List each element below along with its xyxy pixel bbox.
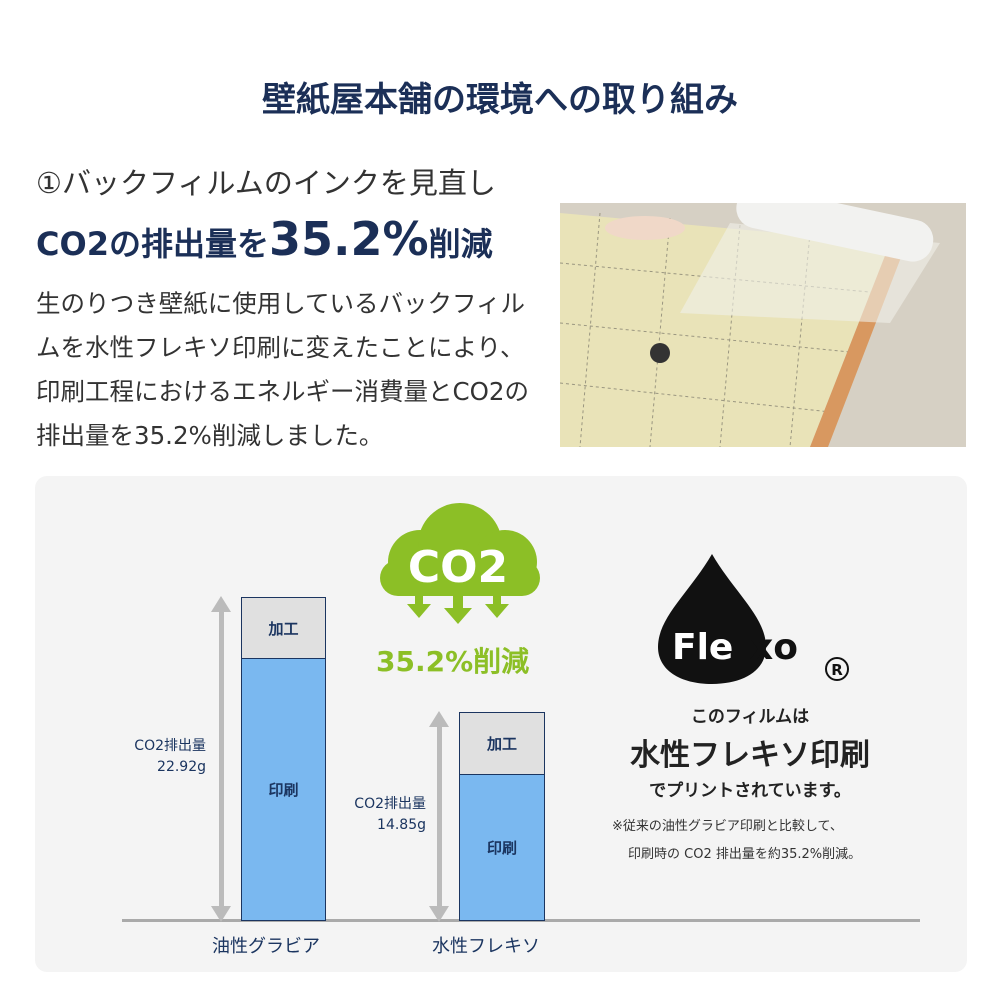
category-gravure: 油性グラビア xyxy=(212,936,320,957)
cloud-text: CO2 xyxy=(408,542,508,593)
footnote-1: ※従来の油性グラビア印刷と比較して、 xyxy=(612,819,843,834)
subheading-value: 35.2% xyxy=(268,212,429,266)
total-label-gravure: CO2排出量 22.92g xyxy=(100,736,206,778)
film-line2: 水性フレキソ印刷 xyxy=(630,738,870,773)
segment-processing: 加工 xyxy=(460,713,544,775)
logo-text: Fle xyxy=(672,627,733,668)
total-label-title: CO2排出量 xyxy=(134,738,206,754)
total-value: 14.85g xyxy=(377,817,426,833)
total-label-title: CO2排出量 xyxy=(354,796,426,812)
registered-mark: R xyxy=(831,661,843,679)
film-line3: でプリントされています。 xyxy=(649,781,851,801)
logo-text-tail: xo xyxy=(750,627,798,668)
subheading-suffix: 削減 xyxy=(428,225,493,263)
bar-gravure: 加工 印刷 xyxy=(241,597,326,921)
photo-illustration xyxy=(560,203,966,447)
category-flexo: 水性フレキソ xyxy=(432,936,540,957)
total-value: 22.92g xyxy=(157,759,206,775)
segment-processing: 加工 xyxy=(242,598,325,659)
flexo-drop-logo: Fle xo R xyxy=(658,554,849,684)
page-title: 壁紙屋本舗の環境への取り組み xyxy=(262,80,738,120)
section-paragraph: 生のりつき壁紙に使用しているバックフィルムを水性フレキソ印刷に変えたことにより、… xyxy=(36,289,529,450)
section-subheading: CO2の排出量を35.2%削減 xyxy=(36,212,493,266)
segment-printing: 印刷 xyxy=(460,775,544,920)
subheading-prefix: CO2の排出量を xyxy=(36,225,269,263)
total-label-flexo: CO2排出量 14.85g xyxy=(318,794,426,836)
co2-cloud-icon: CO2 xyxy=(380,503,540,624)
backfilm-photo xyxy=(560,203,966,447)
bar-flexo: 加工 印刷 xyxy=(459,712,545,921)
reduction-text: 35.2%削減 xyxy=(376,645,530,678)
film-line1: このフィルムは xyxy=(690,707,810,727)
footnote-2: 印刷時の CO2 排出量を約35.2%削減。 xyxy=(628,847,862,862)
section-heading: ①バックフィルムのインクを見直し xyxy=(36,166,496,200)
segment-printing: 印刷 xyxy=(242,659,325,920)
